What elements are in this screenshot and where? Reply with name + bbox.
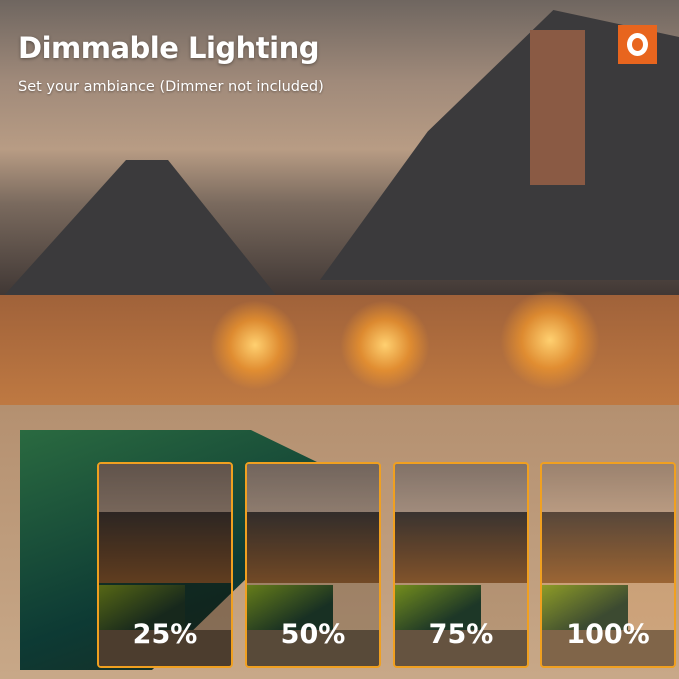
brightness-panel-75: 75% bbox=[393, 462, 529, 668]
light-glow bbox=[210, 300, 300, 390]
brightness-label: 100% bbox=[566, 619, 650, 650]
brightness-panel-50: 50% bbox=[245, 462, 381, 668]
roof-left bbox=[0, 160, 280, 300]
light-glow bbox=[500, 290, 600, 390]
brand-logo-icon bbox=[618, 25, 657, 64]
brightness-label: 75% bbox=[428, 619, 494, 650]
page-title: Dimmable Lighting bbox=[18, 31, 320, 65]
brightness-panel-100: 100% bbox=[540, 462, 676, 668]
brightness-label: 25% bbox=[132, 619, 198, 650]
chimney bbox=[530, 30, 585, 185]
page-subtitle: Set your ambiance (Dimmer not included) bbox=[18, 79, 324, 95]
brightness-label: 50% bbox=[280, 619, 346, 650]
brightness-panel-25: 25% bbox=[97, 462, 233, 668]
light-glow bbox=[340, 300, 430, 390]
